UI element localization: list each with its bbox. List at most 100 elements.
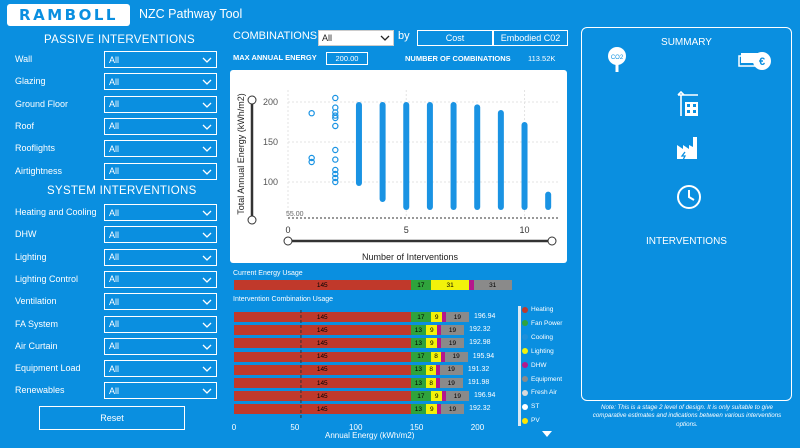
intervention-dropdown-value: All — [109, 121, 120, 132]
intervention-dropdown[interactable]: All — [104, 226, 217, 244]
combination-bar-row[interactable]: 145 17 8 19 — [234, 351, 514, 362]
clock-icon[interactable] — [676, 184, 702, 210]
intervention-dropdown[interactable]: All — [104, 360, 217, 378]
combination-bar-row[interactable]: 145 17 9 19 — [234, 391, 514, 402]
intervention-dropdown[interactable]: All — [104, 315, 217, 333]
scatter-point — [332, 170, 339, 178]
x-tick-label: 5 — [404, 225, 409, 235]
legend-label: PV — [531, 417, 540, 425]
intervention-dropdown-value: All — [109, 252, 120, 263]
bar-segment: 19 — [445, 391, 469, 402]
intervention-dropdown-value: All — [109, 319, 120, 329]
reference-line-label: 55.00 — [286, 211, 304, 218]
combination-bar-row[interactable]: 145 13 8 19 — [234, 378, 514, 388]
intervention-dropdown[interactable]: All — [104, 162, 217, 180]
legend-swatch — [522, 376, 528, 382]
svg-text:€: € — [759, 56, 765, 68]
bar-segment: 19 — [439, 364, 463, 375]
legend-item[interactable]: DHW — [522, 362, 547, 369]
legend-scrollbar[interactable] — [518, 306, 521, 426]
chevron-down-icon — [202, 277, 212, 283]
intervention-dropdown[interactable]: All — [104, 293, 217, 311]
cost-toggle-button[interactable]: Cost — [417, 30, 493, 46]
x-tick-label: 0 — [285, 225, 290, 235]
scatter-chart-card: 55.00 100 150 200 0 5 10 Total Annual Energy (k… — [230, 70, 567, 263]
disclaimer-note: Note: This is a stage 2 level of design.… — [592, 404, 782, 428]
combination-bar-row[interactable]: 145 17 9 19 — [234, 312, 514, 322]
bar-segment: 19 — [444, 351, 468, 362]
bar-segment: 19 — [439, 378, 463, 388]
combinations-label: COMBINATIONS — [233, 30, 318, 42]
bar-segment: 17 — [410, 391, 432, 402]
intervention-dropdown[interactable]: All — [104, 248, 217, 266]
intervention-dropdown[interactable]: All — [104, 270, 217, 288]
intervention-dropdown[interactable]: All — [104, 51, 217, 68]
scatter-chart: 55.00 100 150 200 0 5 10 Total Annual Energy (k… — [236, 90, 560, 262]
bar-segment: 19 — [440, 325, 465, 336]
combination-x-tick: 150 — [410, 423, 424, 432]
intervention-dropdown[interactable]: All — [104, 337, 217, 355]
y-range-slider-handle-bottom[interactable] — [247, 215, 257, 225]
intervention-dropdown[interactable]: All — [104, 117, 217, 135]
combination-bar-row[interactable]: 145 13 9 19 — [234, 404, 514, 415]
reset-button[interactable]: Reset — [39, 406, 185, 430]
legend-item[interactable]: PV — [522, 417, 540, 424]
embodied-co2-toggle-button[interactable]: Embodied C02 — [493, 30, 568, 46]
x-range-slider-handle-right[interactable] — [547, 236, 557, 246]
scatter-point-column — [450, 102, 457, 210]
intervention-dropdown-value: All — [109, 274, 120, 285]
y-range-slider-handle-top[interactable] — [247, 95, 257, 105]
scatter-point — [332, 178, 339, 186]
legend-item[interactable]: Heating — [522, 306, 553, 313]
combination-bar-row[interactable]: 145 13 8 19 — [234, 364, 514, 375]
legend-scroll-down-icon[interactable] — [541, 430, 553, 438]
scatter-point-column — [497, 110, 504, 210]
combination-total: 195.94 — [472, 352, 495, 360]
ramboll-logo: RAMBOLL — [7, 4, 130, 26]
bar-segment — [442, 391, 446, 402]
scatter-point — [332, 112, 339, 119]
combination-axis: 0 50 100 150 200 — [232, 310, 485, 432]
intervention-label: Heating and Cooling — [15, 207, 97, 217]
intervention-label: Ground Floor — [15, 98, 69, 109]
combination-x-tick: 100 — [349, 423, 363, 432]
bar-segment: 145 — [234, 351, 411, 362]
legend-item[interactable]: Fan Power — [522, 320, 562, 327]
y-axis-label: Total Annual Energy (kWh/m2) — [236, 93, 246, 215]
chevron-down-icon — [202, 57, 212, 63]
co2-tree-icon[interactable]: CO2 — [604, 46, 630, 74]
intervention-dropdown[interactable]: All — [104, 204, 217, 221]
bar-segment: 145 — [234, 312, 411, 322]
scatter-point — [332, 146, 339, 154]
max-annual-energy-input[interactable]: 200.00 — [326, 52, 368, 65]
bar-segment: 17 — [410, 351, 432, 362]
legend-item[interactable]: Equipment — [522, 376, 562, 383]
bar-segment: 145 — [234, 364, 411, 375]
legend-item[interactable]: Fresh Air — [522, 389, 557, 396]
intervention-dropdown[interactable]: All — [104, 382, 217, 400]
chevron-down-icon — [202, 255, 212, 261]
factory-icon[interactable] — [675, 135, 701, 161]
bar-segment: 31 — [473, 280, 512, 290]
building-crane-icon[interactable] — [676, 90, 700, 118]
combinations-dropdown[interactable]: All — [318, 30, 394, 46]
chevron-down-icon — [202, 366, 212, 373]
intervention-dropdown[interactable]: All — [104, 95, 217, 113]
legend-item[interactable]: ST — [522, 403, 539, 410]
intervention-dropdown-value: All — [109, 363, 120, 374]
summary-panel — [581, 27, 792, 401]
legend-item[interactable]: Cooling — [522, 334, 553, 341]
intervention-label: Roof — [15, 120, 35, 131]
combination-bar-row[interactable]: 145 13 9 19 — [234, 338, 514, 349]
intervention-label: Rooflights — [15, 143, 56, 154]
combination-bar-row[interactable]: 145 13 9 19 — [234, 325, 514, 336]
intervention-dropdown[interactable]: All — [104, 140, 217, 158]
combination-x-axis-label: Annual Energy (kWh/m2) — [325, 431, 415, 440]
combinations-dropdown-value: All — [322, 33, 333, 43]
legend-item[interactable]: Lighting — [522, 348, 554, 355]
combination-usage-title: Intervention Combination Usage — [233, 296, 334, 303]
x-range-slider-handle-left[interactable] — [283, 236, 293, 246]
intervention-dropdown[interactable]: All — [104, 73, 217, 91]
euro-money-icon[interactable]: € — [738, 50, 772, 72]
bar-segment — [468, 280, 474, 290]
